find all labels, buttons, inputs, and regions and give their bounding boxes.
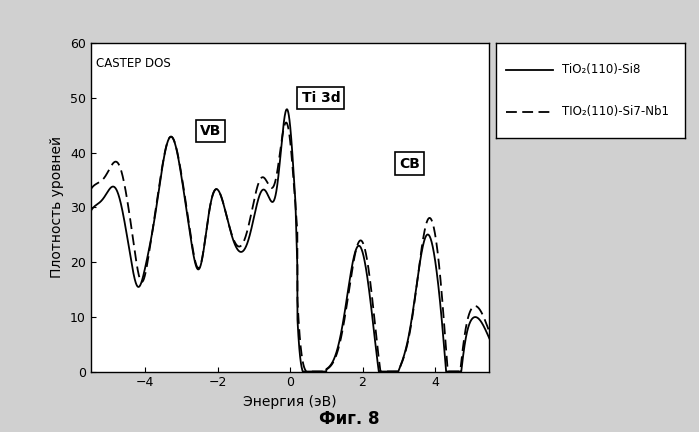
TiO₂(110)-Si8 bbox=[477, 320, 486, 325]
TIO₂(110)-Si7-Nb1 bbox=[485, 329, 493, 334]
TiO₂(110)-Si8 bbox=[257, 190, 265, 195]
Line: TiO₂(110)-Si8: TiO₂(110)-Si8 bbox=[91, 109, 489, 372]
Text: CB: CB bbox=[399, 156, 420, 171]
Text: TiO₂(110)-Si8: TiO₂(110)-Si8 bbox=[562, 64, 641, 76]
Y-axis label: Плотность уровней: Плотность уровней bbox=[50, 137, 64, 278]
TiO₂(110)-Si8 bbox=[298, 369, 307, 374]
TIO₂(110)-Si7-Nb1 bbox=[156, 178, 164, 184]
Text: CASTEP DOS: CASTEP DOS bbox=[96, 57, 171, 70]
Line: TIO₂(110)-Si7-Nb1: TIO₂(110)-Si7-Nb1 bbox=[91, 123, 489, 372]
TIO₂(110)-Si7-Nb1 bbox=[302, 369, 310, 374]
TiO₂(110)-Si8 bbox=[132, 282, 140, 287]
Text: VB: VB bbox=[200, 124, 221, 138]
TiO₂(110)-Si8 bbox=[435, 287, 443, 292]
TIO₂(110)-Si7-Nb1 bbox=[132, 259, 140, 264]
TiO₂(110)-Si8 bbox=[87, 208, 95, 213]
TIO₂(110)-Si7-Nb1 bbox=[435, 260, 443, 265]
TIO₂(110)-Si7-Nb1 bbox=[240, 239, 248, 244]
TiO₂(110)-Si8 bbox=[156, 180, 164, 185]
Text: Фиг. 8: Фиг. 8 bbox=[319, 410, 380, 428]
TIO₂(110)-Si7-Nb1 bbox=[87, 187, 95, 192]
TiO₂(110)-Si8 bbox=[240, 248, 248, 253]
TIO₂(110)-Si7-Nb1 bbox=[282, 120, 290, 125]
TiO₂(110)-Si8 bbox=[485, 336, 493, 341]
Text: TIO₂(110)-Si7-Nb1: TIO₂(110)-Si7-Nb1 bbox=[562, 105, 670, 118]
TIO₂(110)-Si7-Nb1 bbox=[477, 310, 486, 315]
X-axis label: Энергия (эВ): Энергия (эВ) bbox=[243, 395, 337, 409]
Text: Ti 3d: Ti 3d bbox=[301, 91, 340, 105]
TiO₂(110)-Si8 bbox=[282, 107, 291, 112]
TIO₂(110)-Si7-Nb1 bbox=[257, 176, 265, 181]
